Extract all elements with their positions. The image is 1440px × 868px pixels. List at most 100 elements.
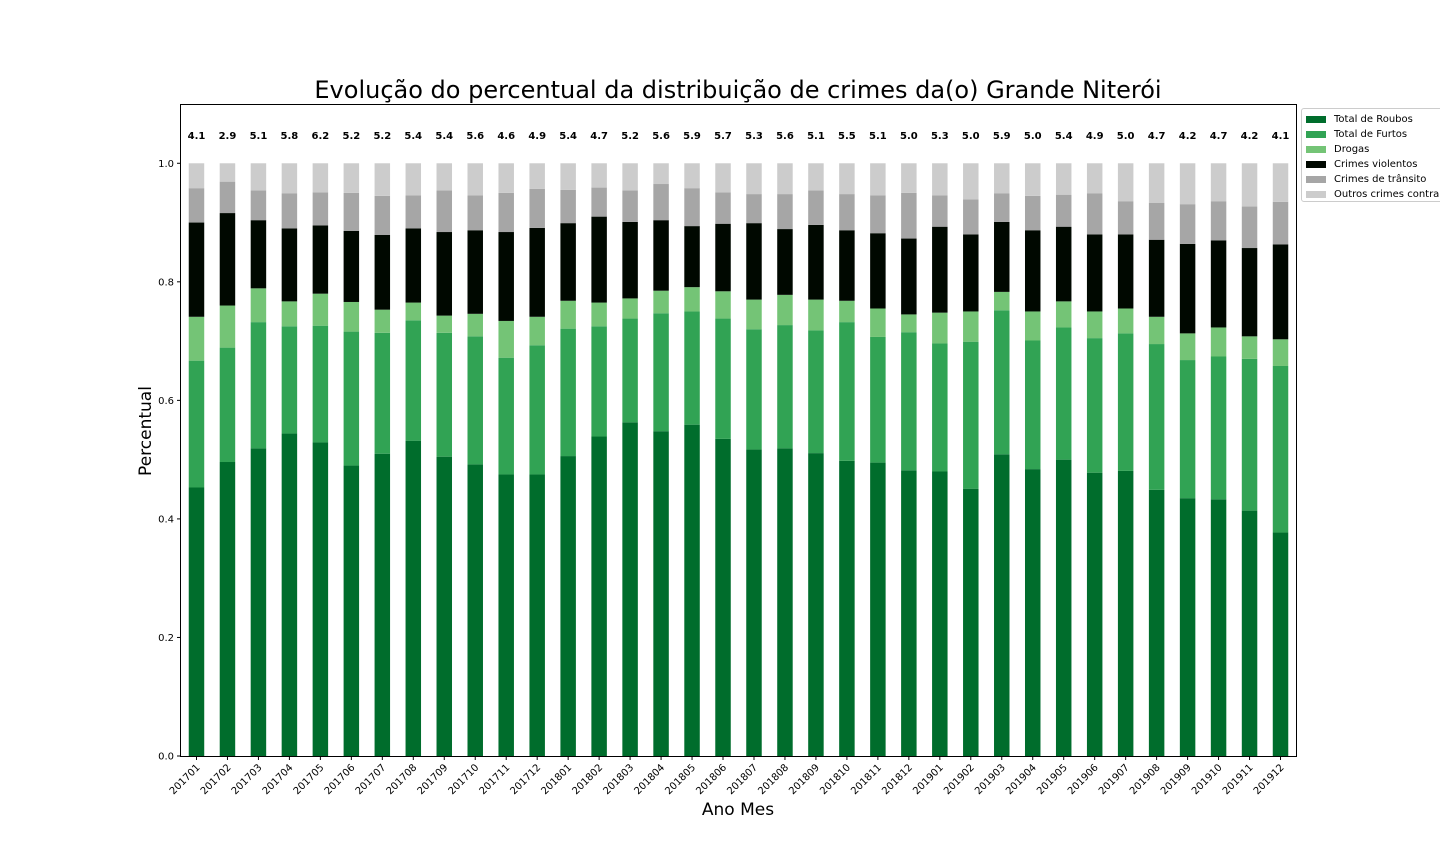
bar-segment: [1055, 459, 1072, 756]
bar-segment: [777, 194, 793, 230]
bar-segment: [1241, 163, 1258, 207]
bar-segment: [1179, 163, 1196, 205]
bar-total-label: 4.7: [1210, 131, 1228, 142]
bar-segment: [219, 305, 236, 348]
bar-segment: [436, 332, 453, 457]
bar-segment: [1086, 472, 1103, 756]
bar-segment: [1148, 489, 1165, 756]
bar-total-label: 5.6: [652, 131, 670, 142]
bar-segment: [219, 462, 236, 756]
legend-item: Total de Furtos: [1306, 127, 1440, 142]
bar-total-label: 4.1: [1272, 131, 1290, 142]
bar-segment: [870, 336, 886, 463]
chart-title: Evolução do percentual da distribuição d…: [314, 76, 1161, 104]
bar-segment: [1241, 206, 1258, 249]
bar-segment: [808, 224, 824, 300]
plot-frame: [180, 104, 1297, 757]
bar-segment: [777, 163, 793, 195]
legend-rows: Total de Roubos Total de Furtos Drogas Crim…: [1306, 112, 1440, 202]
bar-segment: [808, 453, 824, 756]
bar-segment: [281, 228, 298, 302]
x-tick-label: 201705: [292, 762, 327, 797]
bar-segment: [1086, 311, 1103, 339]
bar-segment: [312, 442, 329, 756]
y-tick-label: 0.6: [158, 396, 174, 407]
bar-segment: [870, 462, 886, 756]
legend-swatch: [1306, 146, 1326, 153]
bar-segment: [498, 232, 514, 321]
bar-segment: [1179, 243, 1196, 334]
x-tick-label: 201809: [787, 762, 822, 797]
bar-segment: [405, 228, 422, 303]
bar-total-label: 5.4: [435, 131, 453, 142]
bar-segment: [715, 318, 731, 439]
bar-total-label: 5.1: [807, 131, 825, 142]
bar-total-label: 5.0: [1117, 131, 1135, 142]
bar-segment: [963, 163, 979, 200]
bar-total-label: 4.6: [497, 131, 515, 142]
bar-segment: [436, 163, 453, 191]
legend-label: Drogas: [1334, 144, 1370, 155]
bar-segment: [1117, 333, 1134, 471]
bar-segment: [467, 464, 483, 756]
bar-segment: [932, 343, 948, 472]
bar-segment: [343, 301, 360, 332]
bar-segment: [1179, 333, 1196, 361]
x-tick-label: 201903: [973, 762, 1008, 797]
bar-segment: [467, 163, 483, 196]
legend-swatch: [1306, 176, 1326, 183]
x-tick-label: 201701: [168, 762, 203, 797]
bar-segment: [529, 316, 545, 346]
bar-segment: [281, 301, 298, 327]
bar-segment: [653, 220, 669, 291]
x-tick-label: 201804: [632, 762, 667, 797]
bar-segment: [808, 190, 824, 225]
bar-segment: [746, 329, 762, 450]
x-tick-label: 201709: [416, 762, 451, 797]
bar-segment: [1272, 365, 1289, 533]
legend-swatch: [1306, 161, 1326, 168]
bar-segment: [653, 313, 669, 432]
bar-segment: [1024, 163, 1041, 196]
bar-segment: [932, 471, 948, 756]
bar-segment: [715, 223, 731, 292]
bar-segment: [1024, 469, 1041, 756]
bar-segment: [343, 192, 360, 231]
legend-label: Total de Furtos: [1334, 129, 1408, 140]
bar-segment: [1241, 358, 1258, 511]
bar-segment: [188, 316, 205, 361]
bar-segment: [498, 192, 514, 233]
bar-segment: [684, 311, 700, 425]
bar-segment: [591, 163, 607, 188]
x-tick-label: 201702: [199, 762, 234, 797]
bar-segment: [405, 163, 422, 196]
bar-segment: [436, 315, 453, 333]
x-tick-label: 201711: [478, 762, 513, 797]
x-tick-label: 201908: [1128, 762, 1163, 797]
x-tick-label: 201802: [570, 762, 605, 797]
bar-segment: [560, 223, 576, 301]
bar-segment: [560, 328, 576, 457]
bar-segment: [188, 487, 205, 756]
x-tick-label: 201712: [509, 762, 544, 797]
bar-segment: [870, 233, 886, 309]
x-tick-label: 201904: [1004, 762, 1039, 797]
bar-segment: [1024, 311, 1041, 341]
bar-segment: [684, 226, 700, 288]
x-tick-label: 201909: [1159, 762, 1194, 797]
bar-total-label: 5.9: [993, 131, 1011, 142]
bar-total-label: 5.6: [776, 131, 794, 142]
plot-layer: 0.0 0.2 0.4 0.6 0.8 1.0 4.1 201701 2.9 201702 5.1 2…: [158, 131, 1289, 797]
x-tick-label: 201907: [1097, 762, 1132, 797]
bar-segment: [746, 299, 762, 330]
bar-segment: [653, 163, 669, 185]
bar-segment: [560, 300, 576, 329]
bar-segment: [1086, 163, 1103, 194]
x-tick-label: 201902: [942, 762, 977, 797]
bar-segment: [250, 322, 267, 449]
x-tick-label: 201812: [880, 762, 915, 797]
bar-segment: [994, 454, 1010, 756]
legend-swatch: [1306, 116, 1326, 123]
bar-segment: [622, 163, 638, 191]
bar-segment: [622, 318, 638, 423]
